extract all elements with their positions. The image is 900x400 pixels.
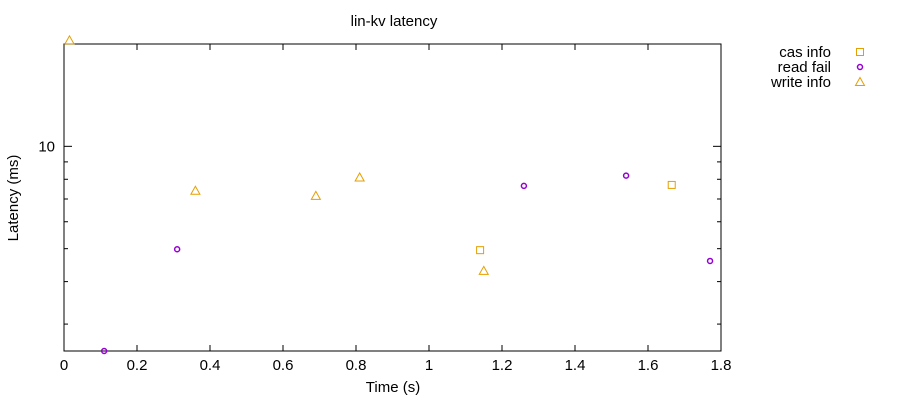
point-write-info [478,265,490,275]
point-read-fail [100,347,108,355]
point-cas-info [667,180,676,189]
point-write-info [310,190,322,200]
x-tick-label: 1.8 [711,357,732,374]
x-tick-label: 0.8 [346,357,367,374]
point-read-fail [706,257,714,265]
x-tick-label: 0 [60,357,68,374]
y-axis-title: Latency (ms) [5,155,22,242]
point-read-fail [622,172,630,179]
point-read-fail [520,182,528,190]
y-tick-label: 10 [38,138,55,155]
legend-marker [854,76,866,86]
point-write-info [64,34,75,45]
legend-marker [856,48,864,56]
y-axis: 10 [38,43,721,325]
legend-label: read fail [778,59,831,76]
x-tick-label: 1.6 [638,357,659,374]
x-tick-label: 0.2 [127,357,148,374]
x-tick-label: 0.4 [200,357,221,374]
x-axis-title: Time (s) [366,379,420,396]
x-tick-label: 1 [425,357,433,374]
point-write-info [354,171,366,182]
x-tick-label: 1.2 [492,357,513,374]
chart-title: lin-kv latency [351,13,438,30]
legend-marker [856,63,864,71]
point-cas-info [476,246,485,255]
x-tick-label: 1.4 [565,357,586,374]
legend-label: write info [770,74,831,91]
legend-label: cas info [779,44,831,61]
plot-area-border [63,43,722,352]
x-axis: 0 0.2 0.4 0.6 0.8 1 1.2 1.4 1.6 1.8 [60,44,732,374]
x-tick-label: 0.6 [273,357,294,374]
point-read-fail [173,246,181,253]
point-write-info [190,185,201,195]
data-points [64,34,714,355]
